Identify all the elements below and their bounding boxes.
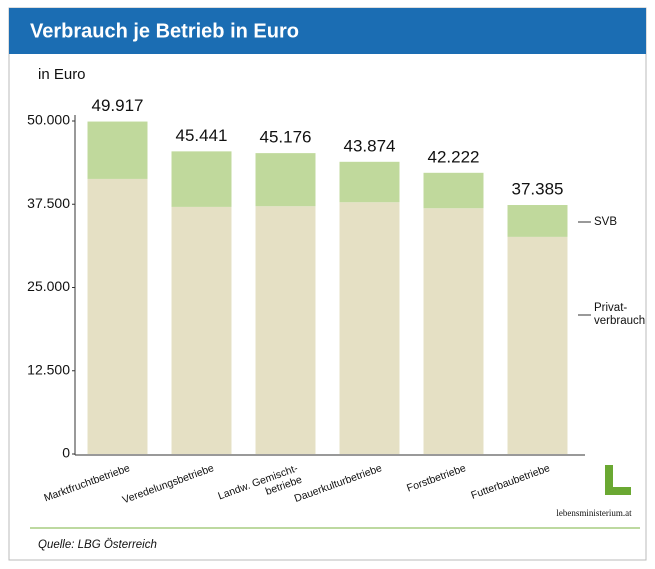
bar-segment (171, 206, 232, 454)
bar-segment (507, 205, 568, 237)
total-label: 49.917 (92, 96, 144, 115)
logo-mark (605, 465, 613, 495)
source: Quelle: LBG Österreich (38, 539, 157, 551)
legend-label: SVB (594, 216, 617, 228)
total-label: 43.874 (344, 136, 396, 155)
y-tick-label: 37.500 (27, 195, 70, 211)
bar-segment (171, 151, 232, 207)
y-axis-label: in Euro (38, 66, 86, 83)
bar-segment (87, 178, 148, 454)
total-label: 42.222 (428, 147, 480, 166)
bar-segment (87, 121, 148, 179)
bar-segment (423, 172, 484, 209)
logo-text: lebensministerium.at (556, 508, 632, 518)
bar-segment (423, 208, 484, 454)
header (9, 8, 646, 54)
bar-segment (507, 236, 568, 454)
y-tick-label: 25.000 (27, 278, 70, 294)
total-label: 37.385 (512, 180, 564, 199)
total-label: 45.441 (176, 126, 228, 145)
bar-segment (255, 206, 316, 454)
bar-segment (339, 202, 400, 454)
y-tick-label: 50.000 (27, 112, 70, 128)
total-label: 45.176 (260, 128, 312, 147)
bar-segment (339, 161, 400, 203)
legend-label: Privat-verbrauch (594, 302, 645, 327)
y-tick-label: 12.500 (27, 361, 70, 377)
chart-title: Verbrauch je Betrieb in Euro (30, 20, 299, 42)
y-tick-label: 0 (62, 445, 70, 461)
logo-mark (605, 487, 631, 495)
bar-segment (255, 153, 316, 207)
